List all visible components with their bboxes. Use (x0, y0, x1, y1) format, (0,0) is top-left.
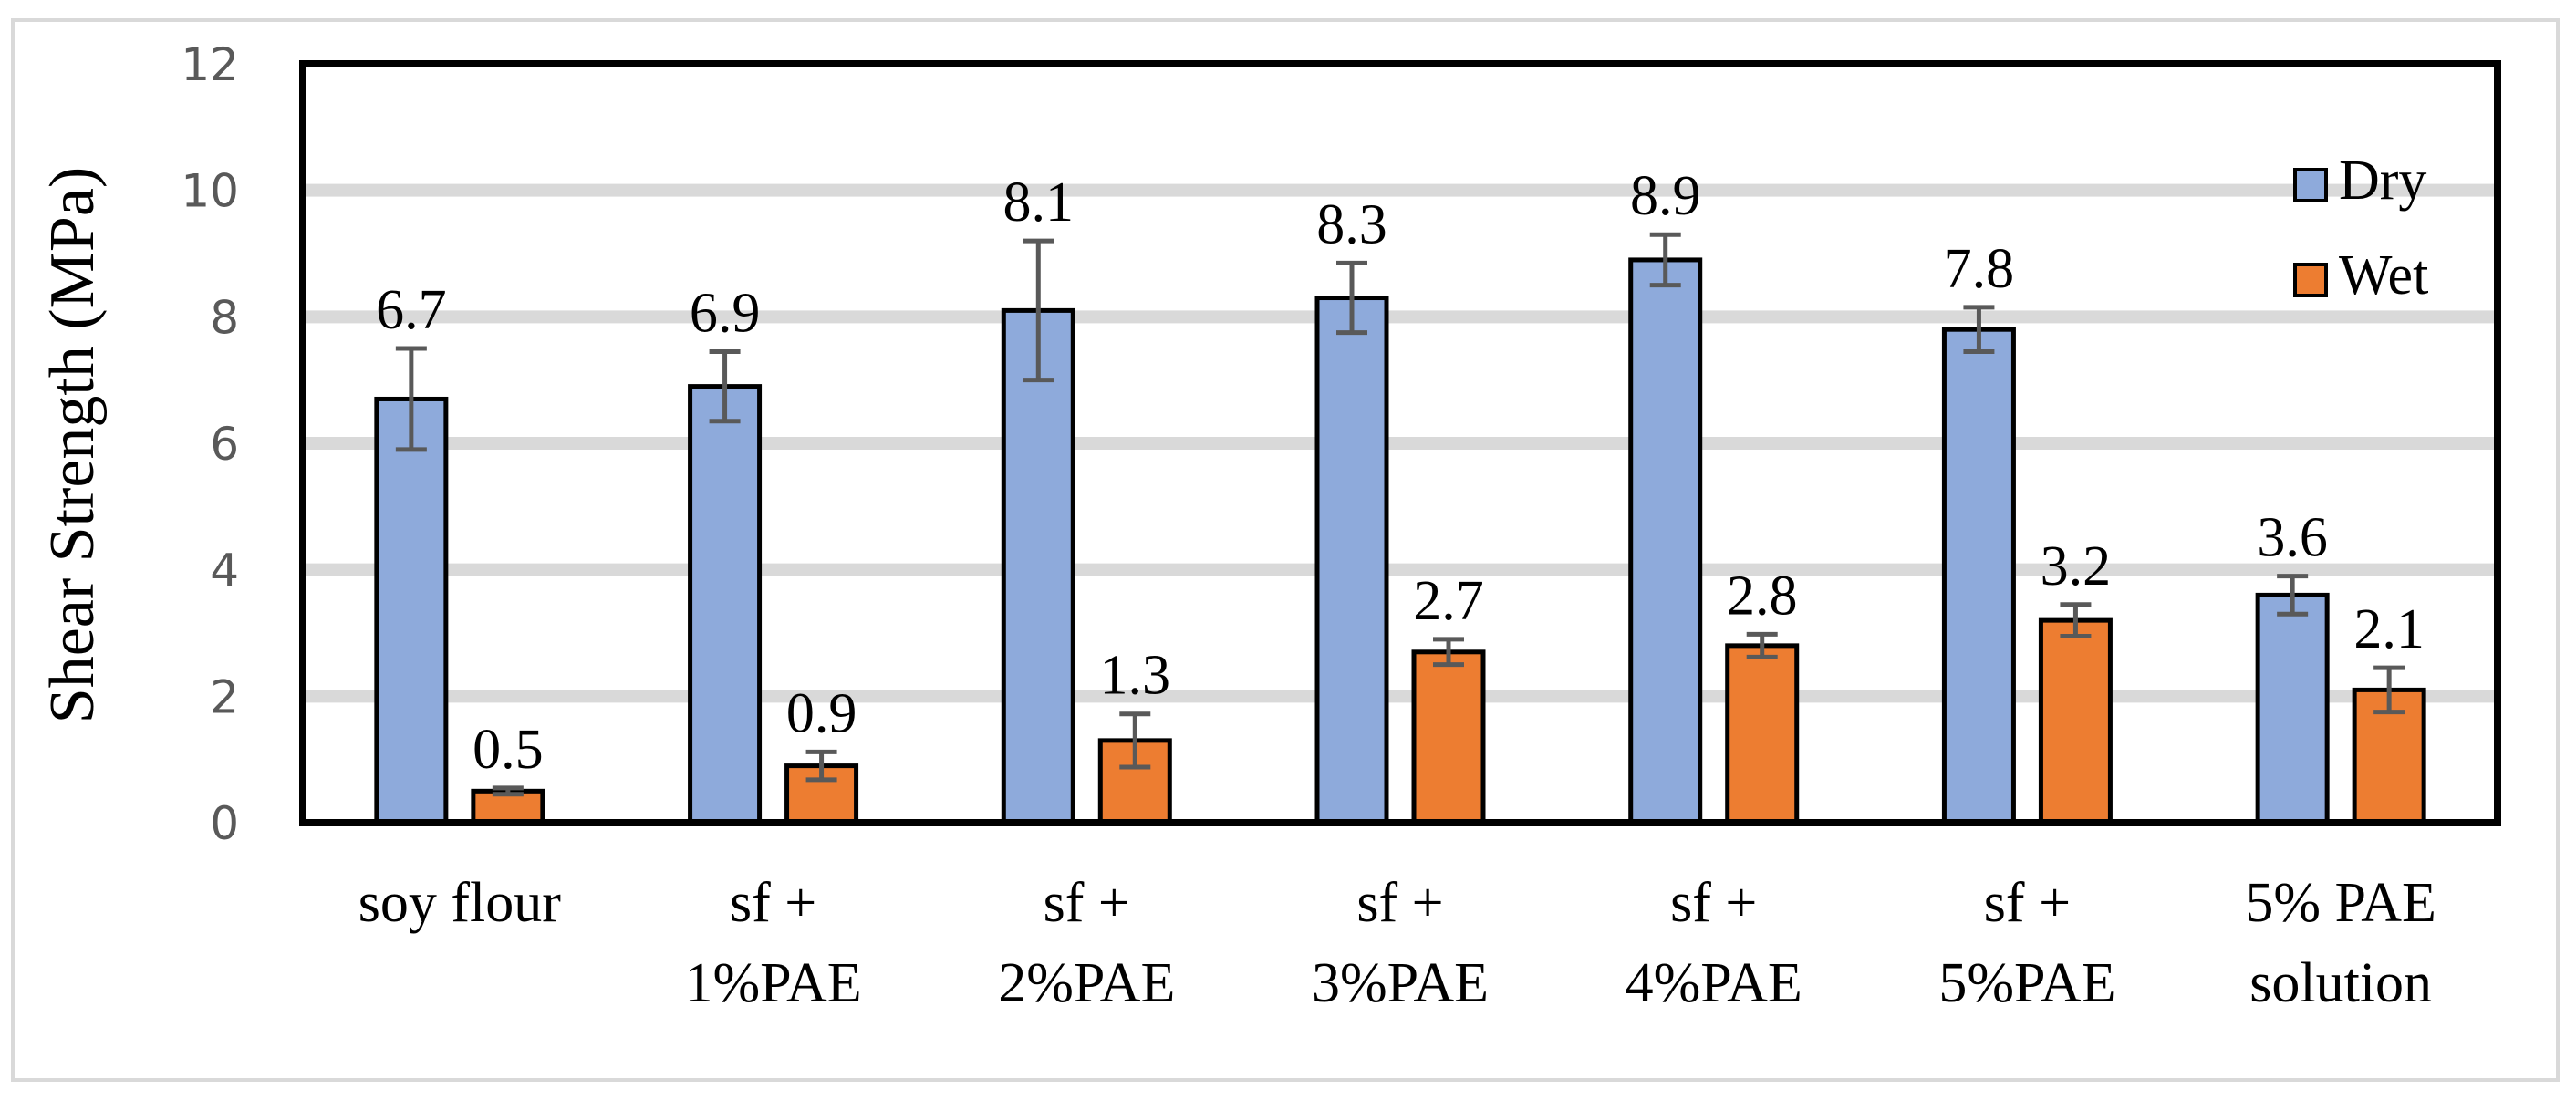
x-tick-label: sf + 5%PAE (1938, 872, 2115, 1014)
x-tick-line: 4%PAE (1626, 952, 1802, 1014)
x-tick-line: soy flour (358, 872, 562, 934)
bar-dry (1001, 307, 1075, 825)
data-label-wet: 0.5 (473, 719, 544, 781)
y-tick-label: 8 (210, 291, 239, 344)
bar-dry (1314, 296, 1389, 825)
y-axis-title: Shear Strength (MPa) (37, 167, 108, 723)
legend-swatch-dry (2293, 168, 2328, 202)
bar-wet (2038, 617, 2113, 825)
data-label-dry: 8.3 (1316, 193, 1387, 255)
x-tick-label: sf + 2%PAE (998, 872, 1175, 1014)
x-tick-line: 3%PAE (1312, 952, 1489, 1014)
y-tick-label: 12 (181, 38, 239, 91)
bar-dry (1628, 257, 1703, 825)
y-tick-label: 0 (210, 797, 239, 850)
y-tick-label: 6 (210, 418, 239, 471)
data-label-dry: 7.8 (1944, 238, 2015, 300)
bar-dry (374, 396, 449, 825)
x-tick-label: sf + 3%PAE (1312, 872, 1489, 1014)
x-tick-line: 1%PAE (685, 952, 862, 1014)
data-label-wet: 2.1 (2353, 598, 2425, 660)
x-tick-line: 5%PAE (1938, 952, 2115, 1014)
bar-dry (2255, 592, 2330, 825)
x-tick-label: sf + 1%PAE (685, 872, 862, 1014)
data-label-dry: 6.7 (376, 279, 447, 341)
bar-dry (688, 384, 763, 825)
data-label-dry: 3.6 (2257, 507, 2328, 569)
x-tick-line: 5% PAE (2245, 872, 2436, 934)
x-tick-label: sf + 4%PAE (1626, 872, 1802, 1014)
data-label-wet: 0.9 (786, 682, 857, 744)
x-tick-line: sf + (730, 872, 816, 934)
plot-border (299, 60, 2501, 826)
legend-swatch-wet (2293, 263, 2328, 297)
y-tick-label: 4 (210, 545, 239, 597)
bars (374, 232, 2426, 825)
x-tick-line: sf + (1044, 872, 1130, 934)
data-label-dry: 8.1 (1003, 171, 1075, 233)
data-labels: 6.7 6.9 8.1 8.3 8.9 7.8 3.6 0.5 0.9 1.3 2.7 2.8 3.2 2… (376, 165, 2425, 781)
data-label-wet: 2.8 (1727, 565, 1798, 627)
x-tick-label: soy flour (358, 872, 562, 934)
y-tick-label: 10 (181, 165, 239, 218)
legend-label-wet: Wet (2339, 244, 2428, 306)
data-label-dry: 8.9 (1630, 165, 1701, 227)
gridlines (303, 183, 2498, 703)
bar-wet (1725, 643, 1800, 825)
data-label-wet: 3.2 (2041, 535, 2112, 597)
x-tick-line: sf + (1356, 872, 1443, 934)
legend: Dry Wet (2293, 150, 2428, 306)
x-tick-line: 2%PAE (998, 952, 1175, 1014)
data-label-dry: 6.9 (690, 282, 761, 344)
data-label-wet: 1.3 (1100, 645, 1171, 707)
x-tick-line: sf + (1984, 872, 2071, 934)
y-tick-label: 2 (210, 670, 239, 723)
legend-label-dry: Dry (2339, 150, 2426, 212)
data-label-wet: 2.7 (1413, 570, 1484, 632)
x-tick-line: solution (2249, 952, 2432, 1014)
x-tick-label: 5% PAE solution (2245, 872, 2436, 1014)
bar-dry (1941, 327, 2016, 825)
x-tick-line: sf + (1670, 872, 1757, 934)
bar-wet (1411, 649, 1486, 825)
